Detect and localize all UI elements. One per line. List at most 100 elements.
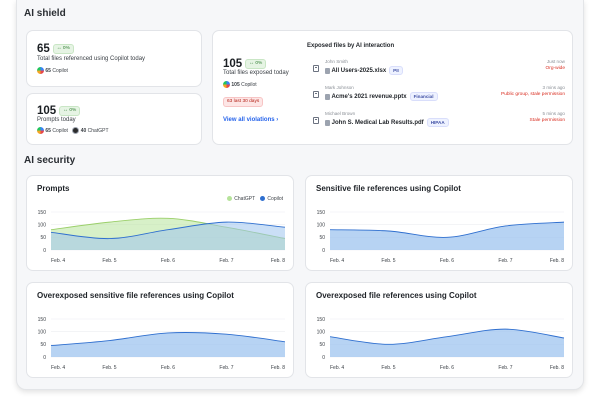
- y-tick-label: 0: [43, 355, 46, 361]
- file-status: Stale permission: [529, 118, 565, 123]
- copilot-label: Copilot: [52, 67, 68, 74]
- file-time: Just now: [546, 59, 565, 64]
- x-tick-label: Feb. 6: [440, 258, 454, 264]
- y-tick-label: 0: [322, 248, 325, 254]
- exposed-list-title: Exposed files by AI interaction: [307, 43, 395, 49]
- series-line: [50, 221, 286, 240]
- exposed-label: Total files exposed today: [223, 70, 289, 76]
- file-status: Org-wide: [545, 66, 565, 71]
- exposed-files-card: 105 ↔ 0% Total files exposed today 105 Co…: [212, 30, 573, 145]
- y-tick-label: 50: [319, 342, 325, 348]
- copilot-icon: [37, 67, 44, 74]
- y-tick-label: 0: [43, 248, 46, 254]
- download-icon: [313, 117, 319, 124]
- download-icon: [313, 91, 319, 98]
- series-area: [330, 222, 564, 250]
- y-tick-label: 100: [38, 329, 47, 335]
- x-tick-label: Feb. 4: [51, 365, 65, 371]
- series-line: [329, 221, 565, 238]
- y-tick-label: 100: [317, 222, 326, 228]
- exposed-file-row[interactable]: Mark Johnson Acme's 2021 revenue.pptx Fin…: [313, 84, 565, 104]
- chart-plot: 150 100 50 0 Feb. 4 Feb. 5 Feb. 6 Feb. 7 Feb. 8: [317, 317, 565, 371]
- copilot-count: 65: [45, 67, 51, 74]
- y-tick-label: 50: [319, 235, 325, 241]
- series-area: [330, 329, 564, 357]
- trend-chip: ↔ 0%: [245, 58, 267, 69]
- file-status: Public group, stale permission: [501, 92, 565, 97]
- chatgpt-icon: [72, 127, 80, 134]
- series-line: [50, 332, 286, 347]
- file-tag: HIPAA: [426, 118, 449, 127]
- exposed-file-row[interactable]: John Smith All Users-2025.xlsx PII Just n…: [313, 58, 565, 78]
- sensitive-refs-chart-card: Sensitive file references using Copilot …: [305, 175, 573, 271]
- chart-title: Overexposed file references using Copilo…: [316, 291, 477, 300]
- y-tick-label: 150: [317, 317, 326, 323]
- copilot-icon: [223, 81, 230, 88]
- download-icon: [313, 65, 319, 72]
- copilot-label: Copilot: [52, 127, 68, 134]
- chart-plot: 150 100 50 0 Feb. 4 Feb. 5 Feb. 6 Feb. 7 Feb. 8: [38, 317, 286, 371]
- x-tick-label: Feb. 7: [219, 258, 233, 264]
- chart-title: Overexposed sensitive file references us…: [37, 291, 234, 300]
- chatgpt-label: ChatGPT: [87, 127, 109, 134]
- file-tag: PII: [389, 66, 403, 75]
- series-area: [51, 332, 285, 357]
- files-referenced-card[interactable]: 65 ↔ 0% Total files referenced using Copi…: [26, 30, 202, 87]
- chevron-right-icon: ›: [276, 117, 279, 123]
- ai-security-title: AI security: [24, 155, 76, 166]
- y-tick-label: 100: [317, 329, 326, 335]
- x-tick-label: Feb. 8: [550, 365, 564, 371]
- file-time: 5 mins ago: [542, 111, 565, 116]
- file-name: Acme's 2021 revenue.pptx: [331, 94, 407, 101]
- legend-chatgpt: ChatGPT: [234, 196, 256, 202]
- x-tick-label: Feb. 8: [271, 258, 285, 264]
- files-referenced-count: 65: [37, 42, 50, 55]
- file-icon: [325, 67, 330, 74]
- y-tick-label: 0: [322, 355, 325, 361]
- x-tick-label: Feb. 5: [381, 365, 395, 371]
- trend-chip: ↔ 0%: [52, 43, 74, 54]
- series-line: [329, 328, 565, 345]
- exposed-file-row[interactable]: Michael Brown John S. Medical Lab Result…: [313, 110, 565, 130]
- prompts-chart-card: Prompts ChatGPT Copilot 150 100 50 0 Feb. 4 F…: [26, 175, 294, 271]
- overexposed-sensitive-chart-card: Overexposed sensitive file references us…: [26, 282, 294, 378]
- chart-legend: ChatGPT Copilot: [227, 196, 283, 202]
- view-all-violations-link[interactable]: View all violations ›: [223, 117, 278, 123]
- trend-chip: ↔ 0%: [59, 105, 81, 116]
- x-tick-label: Feb. 7: [219, 365, 233, 371]
- copilot-count: 65: [45, 127, 51, 134]
- x-tick-label: Feb. 5: [102, 258, 116, 264]
- x-tick-label: Feb. 6: [161, 365, 175, 371]
- chatgpt-count: 40: [80, 127, 87, 134]
- file-user: Michael Brown: [325, 111, 356, 116]
- view-all-violations-label: View all violations: [223, 117, 275, 123]
- copilot-legend-dot: [260, 196, 266, 202]
- file-name: All Users-2025.xlsx: [331, 68, 387, 75]
- y-tick-label: 150: [317, 210, 326, 216]
- prompts-card[interactable]: 105 ↔ 0% Prompts today 65 Copilot 40 Chat…: [26, 93, 202, 145]
- x-tick-label: Feb. 4: [330, 258, 344, 264]
- exposed-count: 105: [223, 57, 243, 70]
- y-tick-label: 50: [40, 235, 46, 241]
- x-tick-label: Feb. 5: [381, 258, 395, 264]
- chart-title: Sensitive file references using Copilot: [316, 184, 461, 193]
- copilot-count: 105: [231, 81, 240, 88]
- x-tick-label: Feb. 5: [102, 365, 116, 371]
- chart-plot: 150 100 50 0 Feb. 4 Feb. 5 Feb. 6 Feb. 7 Feb. 8: [38, 210, 286, 264]
- files-referenced-label: Total files referenced using Copilot tod…: [37, 56, 146, 62]
- x-tick-label: Feb. 4: [330, 365, 344, 371]
- file-name: John S. Medical Lab Results.pdf: [331, 120, 424, 127]
- y-tick-label: 150: [38, 210, 47, 216]
- file-tag: Financial: [409, 92, 438, 101]
- x-tick-label: Feb. 8: [550, 258, 564, 264]
- copilot-label: Copilot: [241, 81, 257, 88]
- file-user: Mark Johnson: [325, 85, 354, 90]
- last-30-days-chip: 63 last 30 days: [223, 96, 264, 107]
- copilot-icon: [37, 127, 44, 134]
- file-icon: [325, 119, 330, 126]
- x-tick-label: Feb. 7: [498, 365, 512, 371]
- x-tick-label: Feb. 4: [51, 258, 65, 264]
- legend-copilot: Copilot: [267, 196, 283, 202]
- x-tick-label: Feb. 6: [161, 258, 175, 264]
- series-area: [51, 222, 285, 250]
